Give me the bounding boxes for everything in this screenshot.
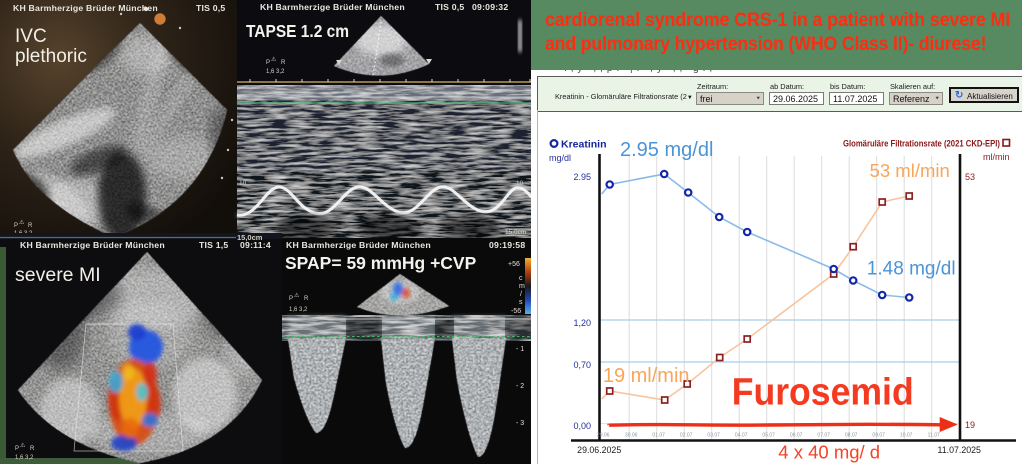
svg-text:30.06: 30.06 xyxy=(625,433,638,439)
svg-text:0,70: 0,70 xyxy=(573,360,591,370)
svg-text:mg/dl: mg/dl xyxy=(549,153,571,163)
svg-text:R: R xyxy=(28,223,33,229)
svg-text:08.07: 08.07 xyxy=(845,433,858,439)
svg-text:Kreatinin: Kreatinin xyxy=(561,139,607,151)
svg-text:03.07: 03.07 xyxy=(707,433,720,439)
svg-text:TIS 0,5: TIS 0,5 xyxy=(435,2,464,12)
svg-text:P: P xyxy=(266,60,270,66)
svg-text:+56: +56 xyxy=(508,261,520,268)
svg-text:07.07: 07.07 xyxy=(817,433,830,439)
svg-text:19: 19 xyxy=(965,420,975,430)
svg-text:10: 10 xyxy=(516,180,524,187)
svg-text:Glomäruläre Filtrationsrate (2: Glomäruläre Filtrationsrate (2021 CKD-EP… xyxy=(843,139,1000,149)
svg-text:15,0cm: 15,0cm xyxy=(237,233,263,242)
svg-text:10.07: 10.07 xyxy=(900,433,913,439)
svg-text:m: m xyxy=(519,283,525,290)
svg-text:29.06: 29.06 xyxy=(597,433,610,439)
svg-text:09:11:4: 09:11:4 xyxy=(240,240,271,250)
svg-text:TIS 1,5: TIS 1,5 xyxy=(199,240,228,250)
svg-text:09:09:32: 09:09:32 xyxy=(472,2,508,12)
svg-text:04.07: 04.07 xyxy=(735,433,748,439)
svg-text:severe MI: severe MI xyxy=(15,264,101,286)
svg-text:- 2: - 2 xyxy=(516,383,524,390)
svg-text:TAPSE 1.2 cm: TAPSE 1.2 cm xyxy=(246,21,349,41)
svg-text:1,6 3,2: 1,6 3,2 xyxy=(15,455,34,461)
svg-text:4 x 40 mg/ d: 4 x 40 mg/ d xyxy=(778,442,880,463)
svg-text:09.07: 09.07 xyxy=(872,433,885,439)
svg-text:R: R xyxy=(281,60,286,66)
svg-text:P: P xyxy=(289,296,293,302)
svg-text:29.06.2025: 29.06.2025 xyxy=(577,445,621,455)
svg-text:TIS 0,5: TIS 0,5 xyxy=(196,3,225,13)
svg-text:1,6 3,2: 1,6 3,2 xyxy=(289,307,308,313)
svg-text:⚠: ⚠ xyxy=(19,219,25,226)
svg-text:P: P xyxy=(15,446,19,452)
svg-text:R: R xyxy=(30,446,35,452)
svg-text:-56: -56 xyxy=(511,308,521,315)
svg-text:⚠: ⚠ xyxy=(20,442,26,449)
svg-text:KH Barmherzige Brüder München: KH Barmherzige Brüder München xyxy=(20,240,165,250)
svg-text:s: s xyxy=(519,299,523,306)
svg-text:11.07: 11.07 xyxy=(928,433,940,439)
svg-text:0,00: 0,00 xyxy=(573,421,591,431)
svg-text:KH Barmherzige Brüder München: KH Barmherzige Brüder München xyxy=(13,3,158,13)
svg-text:P: P xyxy=(14,223,18,229)
svg-text:⚠: ⚠ xyxy=(294,292,300,299)
svg-text:R: R xyxy=(304,296,309,302)
svg-text:⚠: ⚠ xyxy=(271,56,277,63)
svg-text:plethoric: plethoric xyxy=(15,46,87,67)
svg-text:1.48 mg/dl: 1.48 mg/dl xyxy=(867,259,956,280)
svg-text:10: 10 xyxy=(239,180,247,187)
svg-text:1,6 3,2: 1,6 3,2 xyxy=(266,69,285,75)
svg-text:2.95: 2.95 xyxy=(573,172,591,182)
svg-text:ml/min: ml/min xyxy=(983,152,1010,162)
svg-text:19 ml/min: 19 ml/min xyxy=(603,365,690,387)
svg-text:11.07.2025: 11.07.2025 xyxy=(938,445,981,455)
svg-text:05.07: 05.07 xyxy=(762,433,775,439)
svg-text:KH Barmherzige Brüder München: KH Barmherzige Brüder München xyxy=(286,240,431,250)
svg-text:53: 53 xyxy=(965,172,975,182)
svg-text:SPAP= 59 mmHg +CVP: SPAP= 59 mmHg +CVP xyxy=(285,253,477,273)
svg-text:02.07: 02.07 xyxy=(680,433,693,439)
svg-text:/: / xyxy=(520,291,522,298)
svg-text:01.07: 01.07 xyxy=(652,433,665,439)
svg-text:c: c xyxy=(519,275,523,282)
svg-text:IVC: IVC xyxy=(15,26,47,47)
svg-text:53 ml/min: 53 ml/min xyxy=(870,160,950,181)
svg-text:Furosemid: Furosemid xyxy=(732,372,914,414)
svg-text:- 1: - 1 xyxy=(516,346,524,353)
svg-text:1,20: 1,20 xyxy=(573,318,591,328)
svg-text:15,0cm: 15,0cm xyxy=(505,229,526,236)
svg-text:2.95 mg/dl: 2.95 mg/dl xyxy=(620,139,713,161)
svg-text:- 3: - 3 xyxy=(516,420,524,427)
svg-text:06.07: 06.07 xyxy=(790,433,803,439)
svg-text:09:19:58: 09:19:58 xyxy=(489,240,525,250)
svg-text:KH Barmherzige Brüder München: KH Barmherzige Brüder München xyxy=(260,2,405,12)
